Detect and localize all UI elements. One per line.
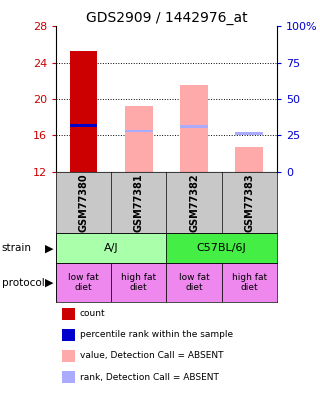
Text: high fat
diet: high fat diet xyxy=(232,273,267,292)
Bar xyxy=(70,124,97,127)
Bar xyxy=(180,85,208,172)
Bar xyxy=(125,130,153,132)
Text: high fat
diet: high fat diet xyxy=(121,273,156,292)
Bar xyxy=(236,147,263,172)
Text: rank, Detection Call = ABSENT: rank, Detection Call = ABSENT xyxy=(80,373,219,382)
Text: A/J: A/J xyxy=(104,243,118,253)
Text: low fat
diet: low fat diet xyxy=(68,273,99,292)
Text: low fat
diet: low fat diet xyxy=(179,273,209,292)
Bar xyxy=(56,264,111,302)
Bar xyxy=(125,106,153,172)
Text: GSM77381: GSM77381 xyxy=(134,173,144,232)
Text: GSM77380: GSM77380 xyxy=(79,173,89,232)
Text: strain: strain xyxy=(2,243,32,253)
Bar xyxy=(221,264,277,302)
Bar xyxy=(236,132,263,135)
Text: ▶: ▶ xyxy=(45,277,54,288)
Text: value, Detection Call = ABSENT: value, Detection Call = ABSENT xyxy=(80,352,223,360)
Text: C57BL/6J: C57BL/6J xyxy=(197,243,246,253)
Text: count: count xyxy=(80,309,106,318)
Bar xyxy=(56,233,166,264)
Bar xyxy=(180,125,208,128)
Title: GDS2909 / 1442976_at: GDS2909 / 1442976_at xyxy=(85,11,247,25)
Bar xyxy=(70,51,97,172)
Text: GSM77382: GSM77382 xyxy=(189,173,199,232)
Text: percentile rank within the sample: percentile rank within the sample xyxy=(80,330,233,339)
Text: protocol: protocol xyxy=(2,277,44,288)
Bar xyxy=(111,264,166,302)
Text: ▶: ▶ xyxy=(45,243,54,253)
Bar xyxy=(166,233,277,264)
Text: GSM77383: GSM77383 xyxy=(244,173,254,232)
Bar xyxy=(166,264,222,302)
